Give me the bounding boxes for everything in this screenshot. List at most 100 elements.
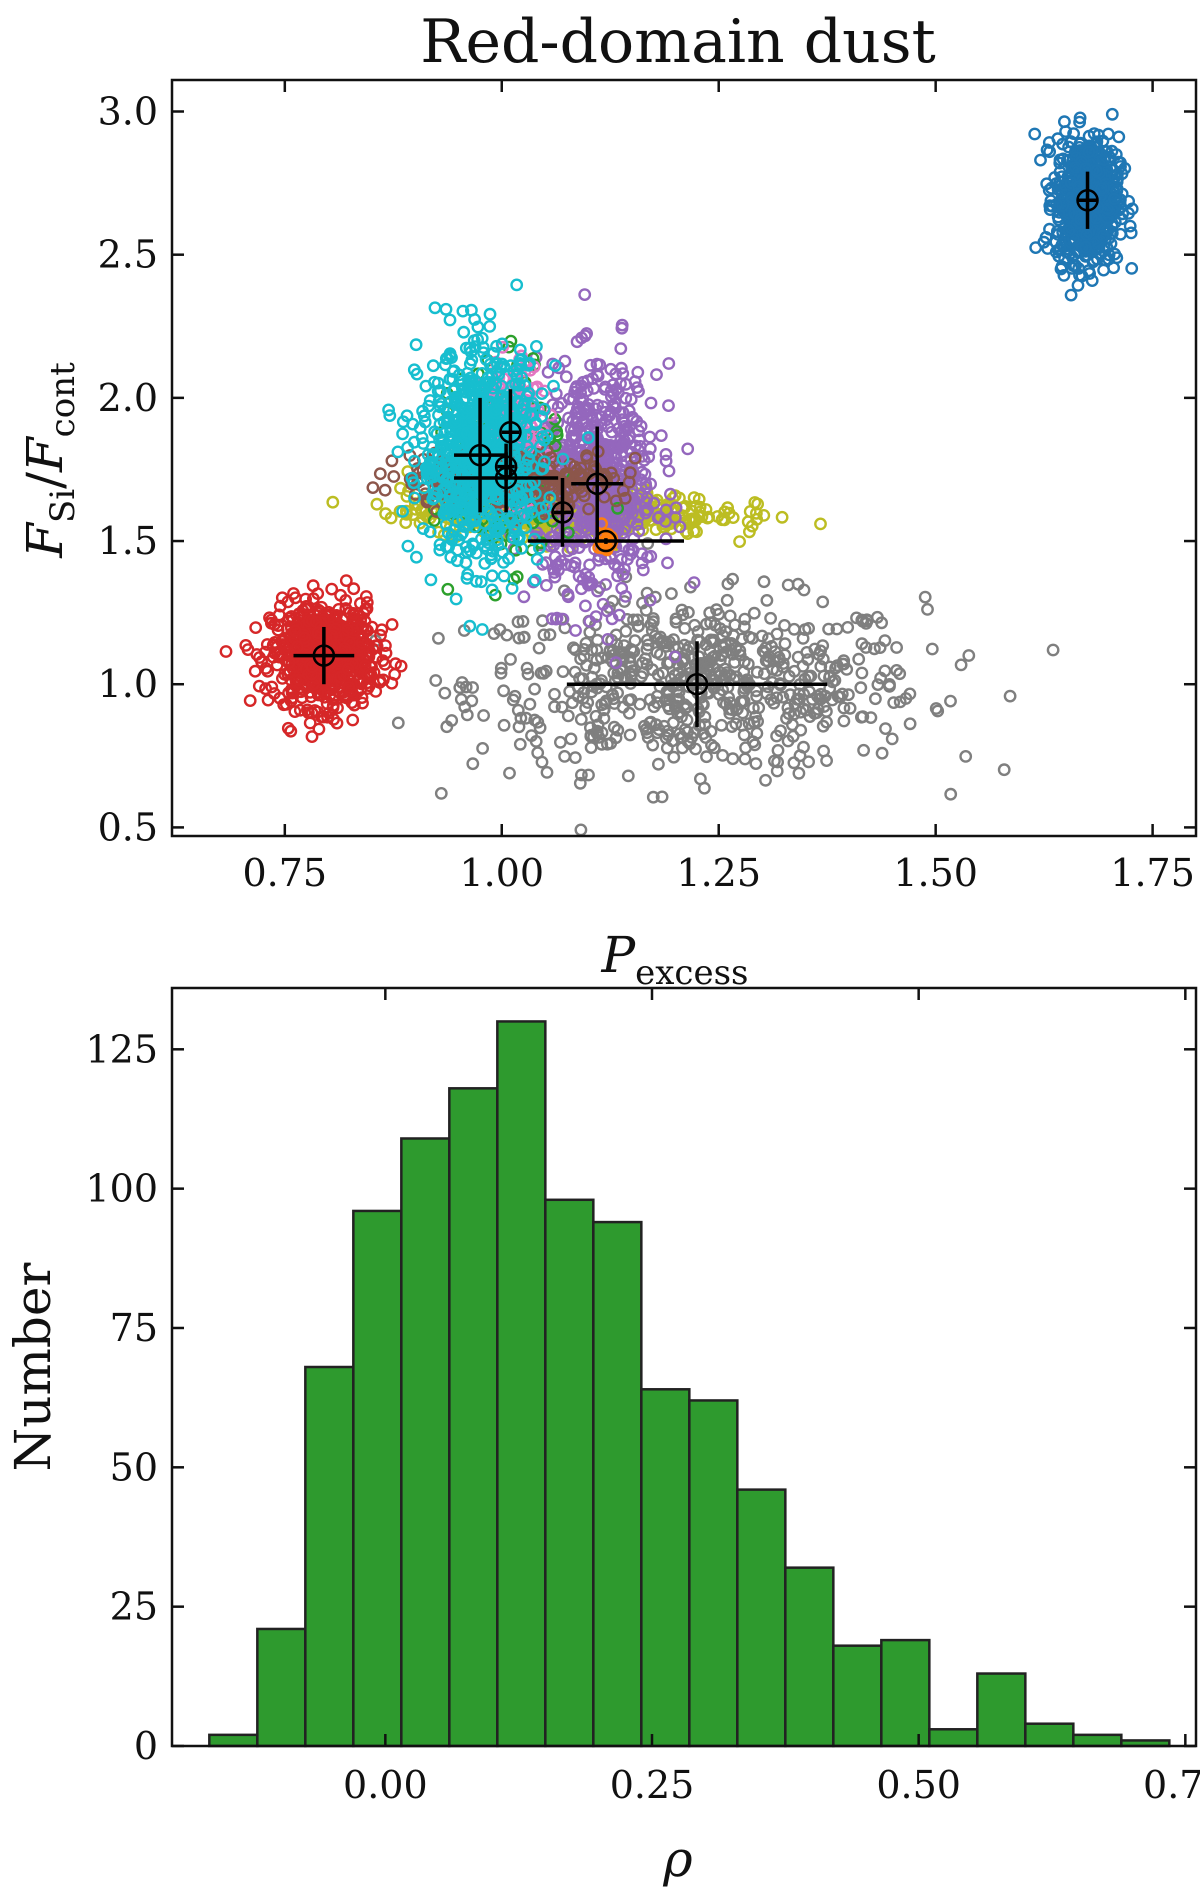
scatter-point xyxy=(806,693,819,706)
scatter-point xyxy=(606,649,620,662)
scatter-point xyxy=(640,726,654,740)
scatter-point xyxy=(461,380,475,394)
scatter-point xyxy=(374,628,387,642)
scatter-point xyxy=(580,449,593,463)
median-marker-series-3 xyxy=(566,641,828,728)
scatter-point xyxy=(925,642,939,656)
scatter-point xyxy=(1087,253,1101,267)
scatter-point xyxy=(642,450,656,464)
scatter-point xyxy=(663,635,676,649)
scatter-point xyxy=(746,632,759,645)
scatter-point xyxy=(723,609,737,623)
scatter-point xyxy=(1073,115,1087,129)
scatter-point xyxy=(1037,235,1051,249)
scatter-point xyxy=(281,614,295,628)
scatter-point xyxy=(760,594,774,607)
scatter-point xyxy=(577,686,590,699)
histogram-ylabel: Number xyxy=(4,1262,62,1471)
scatter-xlabel-main: P xyxy=(600,926,636,984)
scatter-point xyxy=(385,618,399,631)
scatter-point xyxy=(611,686,624,700)
scatter-point xyxy=(890,641,903,654)
scatter-point xyxy=(820,705,833,718)
x-tick-label: 1.25 xyxy=(676,851,761,895)
scatter-point xyxy=(633,439,647,453)
scatter-point xyxy=(416,522,430,535)
scatter-point xyxy=(441,526,455,540)
scatter-point xyxy=(460,401,474,415)
scatter-point xyxy=(460,366,474,380)
scatter-point xyxy=(511,615,525,629)
scatter-point xyxy=(454,496,467,509)
scatter-point xyxy=(585,685,598,699)
scatter-point xyxy=(252,679,266,693)
scatter-point xyxy=(757,575,771,589)
scatter-point xyxy=(418,415,432,429)
scatter-point xyxy=(347,582,361,596)
scatter-point xyxy=(962,649,976,662)
scatter-point xyxy=(549,359,562,372)
scatter-point xyxy=(721,501,734,515)
scatter-point xyxy=(517,590,531,604)
scatter-point xyxy=(738,620,751,634)
scatter-point xyxy=(474,575,488,589)
scatter-point xyxy=(646,612,660,625)
histogram-bar xyxy=(592,1220,643,1748)
scatter-point xyxy=(697,727,710,740)
scatter-point xyxy=(375,623,389,637)
scatter-point xyxy=(614,342,628,355)
scatter-point xyxy=(770,729,783,743)
scatter-point xyxy=(527,575,540,589)
scatter-point xyxy=(653,680,667,693)
histogram-panel: 0.000.250.500.750255075100125 ρ Number xyxy=(4,986,1200,1888)
scatter-point xyxy=(765,676,779,689)
scatter-point xyxy=(764,611,777,625)
scatter-point xyxy=(662,464,676,478)
scatter-point xyxy=(491,395,504,409)
scatter-point xyxy=(816,595,830,609)
scatter-point xyxy=(574,461,588,475)
scatter-point xyxy=(526,397,540,410)
scatter-point xyxy=(660,741,674,755)
scatter-point xyxy=(541,365,555,379)
histogram-bar xyxy=(640,1388,691,1748)
scatter-point xyxy=(382,403,395,417)
scatter-point xyxy=(497,718,511,732)
scatter-point xyxy=(342,681,356,694)
median-marker-series-1 xyxy=(293,626,355,685)
scatter-point xyxy=(306,579,320,593)
scatter-point xyxy=(400,489,414,503)
scatter-point xyxy=(537,667,551,680)
scatter-point xyxy=(359,590,373,603)
scatter-point xyxy=(1074,136,1087,150)
scatter-point xyxy=(893,667,907,681)
scatter-point xyxy=(873,641,887,654)
scatter-point xyxy=(708,618,722,632)
histogram-bar xyxy=(1024,1722,1075,1748)
scatter-point xyxy=(841,621,855,634)
scatter-point xyxy=(737,694,751,708)
scatter-point xyxy=(264,616,278,630)
scatter-point xyxy=(817,669,831,683)
median-point xyxy=(685,672,709,696)
scatter-point xyxy=(850,611,863,625)
scatter-point xyxy=(584,728,598,742)
scatter-point xyxy=(417,409,431,423)
scatter-point xyxy=(759,773,772,787)
median-point xyxy=(585,472,609,496)
scatter-point xyxy=(687,491,701,504)
scatter-point xyxy=(288,624,302,638)
scatter-point xyxy=(726,572,739,586)
scatter-point xyxy=(759,641,773,655)
scatter-point xyxy=(609,494,623,508)
scatter-point xyxy=(303,716,317,730)
scatter-point xyxy=(864,711,878,724)
scatter-point xyxy=(378,483,392,497)
scatter-point xyxy=(434,787,448,800)
scatter-point xyxy=(885,732,899,746)
scatter-point xyxy=(778,637,792,651)
scatter-point xyxy=(250,648,264,661)
scatter-point xyxy=(1118,161,1132,175)
scatter-point xyxy=(439,502,453,516)
scatter-point xyxy=(750,506,763,520)
